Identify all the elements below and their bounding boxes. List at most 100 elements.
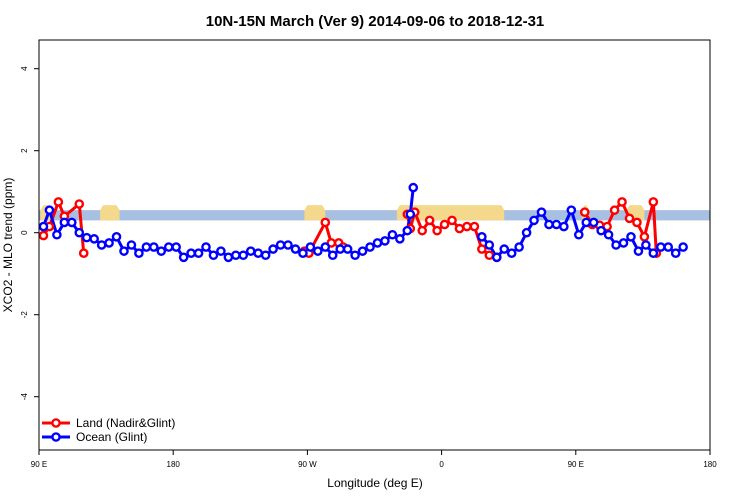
data-point	[626, 231, 636, 242]
x-tick-label: 90 E	[31, 460, 47, 469]
data-point	[462, 221, 472, 232]
data-point	[208, 250, 219, 261]
band-land-segment	[304, 205, 326, 221]
data-point	[477, 231, 487, 242]
data-point	[596, 225, 606, 236]
data-point	[506, 248, 517, 258]
data-point	[491, 252, 502, 263]
data-point	[320, 242, 331, 252]
data-point	[454, 223, 465, 234]
data-point	[551, 219, 562, 230]
data-point	[52, 229, 62, 240]
data-point	[380, 236, 390, 246]
x-tick-label: 180	[703, 460, 717, 469]
reference-band	[39, 205, 710, 221]
data-point	[521, 227, 532, 238]
data-point	[365, 242, 375, 252]
data-point	[53, 197, 64, 207]
series-layer	[38, 182, 688, 263]
data-point	[447, 215, 457, 226]
data-point	[163, 242, 174, 252]
data-point	[648, 248, 659, 258]
data-point	[581, 217, 592, 228]
data-point	[678, 242, 688, 252]
data-point	[298, 248, 308, 258]
data-point	[417, 225, 428, 236]
series-line	[480, 208, 685, 259]
data-point	[89, 234, 99, 244]
x-tick-label: 0	[439, 460, 444, 469]
data-point	[38, 230, 49, 241]
data-point	[111, 231, 122, 242]
data-point	[223, 252, 234, 263]
data-point	[484, 250, 495, 261]
data-point	[439, 219, 450, 230]
data-point	[609, 205, 620, 215]
data-point	[253, 248, 263, 258]
data-point	[186, 248, 196, 258]
data-point	[201, 242, 211, 252]
legend: Land (Nadir&Glint)Ocean (Glint)	[42, 416, 175, 444]
data-point	[469, 221, 480, 232]
legend-label: Ocean (Glint)	[76, 430, 147, 444]
data-point	[335, 244, 346, 254]
data-point	[216, 246, 226, 256]
data-point	[536, 207, 547, 217]
data-point	[408, 182, 419, 193]
band-ocean	[39, 210, 710, 221]
data-point	[579, 207, 590, 217]
data-point	[432, 225, 442, 236]
data-point	[119, 246, 129, 256]
data-point	[573, 229, 584, 240]
data-point	[350, 250, 360, 261]
data-point	[104, 238, 114, 248]
data-point	[372, 238, 383, 248]
data-point	[245, 246, 256, 256]
data-point	[405, 209, 416, 220]
x-tick-label: 180	[167, 460, 181, 469]
legend-label: Land (Nadir&Glint)	[76, 416, 175, 430]
data-point	[59, 217, 70, 228]
data-point	[618, 238, 629, 248]
data-point	[327, 250, 338, 261]
data-point	[663, 242, 674, 252]
band-land-segment	[396, 205, 505, 221]
data-point	[320, 217, 331, 228]
data-point	[529, 215, 539, 226]
data-point	[402, 225, 413, 236]
data-point	[424, 215, 435, 226]
data-point	[313, 246, 323, 256]
data-point	[566, 205, 577, 215]
data-point	[283, 240, 293, 250]
data-point	[96, 240, 107, 250]
legend-marker	[51, 432, 61, 442]
x-tick-label: 90 W	[298, 460, 317, 469]
data-point	[357, 246, 368, 256]
data-point	[544, 219, 554, 230]
y-tick-label: 0	[20, 230, 29, 235]
data-point	[74, 199, 85, 209]
x-axis: 90 E 180 90 W 0 90 E 180	[31, 450, 717, 469]
data-point	[74, 227, 85, 238]
data-point	[178, 252, 189, 263]
data-point	[38, 221, 49, 232]
data-point	[126, 240, 137, 250]
data-point	[514, 242, 524, 252]
data-point	[238, 250, 249, 261]
data-point	[633, 246, 644, 256]
data-point	[387, 229, 398, 240]
chart-title: 10N-15N March (Ver 9) 2014-09-06 to 2018…	[206, 13, 545, 30]
y-tick-label: 4	[20, 66, 29, 71]
data-point	[559, 221, 569, 232]
data-point	[81, 232, 92, 243]
data-point	[44, 205, 55, 215]
data-point	[632, 217, 642, 228]
data-point	[268, 244, 278, 254]
data-point	[141, 242, 152, 252]
x-tick-label: 90 E	[568, 460, 584, 469]
data-point	[395, 234, 405, 244]
data-point	[305, 242, 316, 252]
data-point	[655, 242, 666, 252]
data-point	[670, 248, 681, 258]
y-tick-label: -4	[20, 393, 29, 401]
